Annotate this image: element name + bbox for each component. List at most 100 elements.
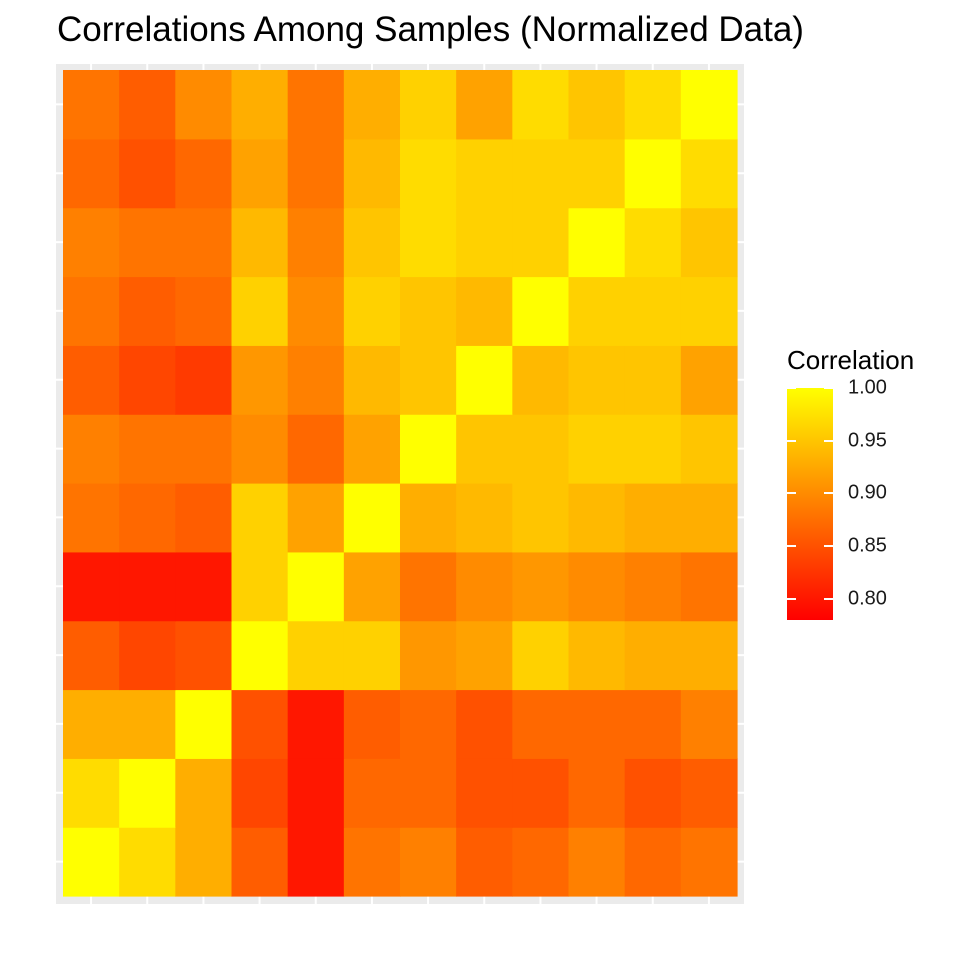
heatmap-cell bbox=[680, 345, 738, 415]
heatmap-cell bbox=[624, 207, 682, 278]
legend-tick-mark-left bbox=[787, 439, 796, 442]
chart-title: Correlations Among Samples (Normalized D… bbox=[57, 10, 804, 49]
heatmap-cell bbox=[63, 138, 120, 209]
heatmap-cell bbox=[680, 551, 738, 622]
heatmap-cell bbox=[287, 758, 345, 828]
heatmap-cell bbox=[624, 483, 682, 553]
heatmap-cell bbox=[231, 345, 289, 415]
heatmap-cell bbox=[456, 138, 513, 209]
heatmap-cell bbox=[624, 276, 682, 346]
heatmap-cell bbox=[400, 551, 457, 622]
heatmap-cell bbox=[400, 827, 457, 897]
heatmap-cell bbox=[343, 276, 401, 346]
heatmap-cell bbox=[512, 414, 570, 484]
heatmap-cell bbox=[680, 414, 738, 484]
heatmap-cell bbox=[175, 689, 233, 759]
heatmap-cell bbox=[119, 689, 176, 759]
heatmap-cell bbox=[456, 70, 513, 140]
heatmap-cell bbox=[568, 70, 626, 140]
heatmap-cell bbox=[63, 551, 120, 622]
heatmap-cell bbox=[175, 620, 233, 691]
heatmap-cell bbox=[568, 551, 626, 622]
legend-color-bar bbox=[787, 388, 833, 620]
heatmap-cell bbox=[456, 345, 513, 415]
heatmap-cell bbox=[568, 138, 626, 209]
heatmap-cell bbox=[119, 483, 176, 553]
heatmap-cell bbox=[512, 276, 570, 346]
heatmap-cell bbox=[624, 551, 682, 622]
heatmap-cell bbox=[400, 70, 457, 140]
heatmap-cell bbox=[119, 414, 176, 484]
heatmap-cell bbox=[456, 551, 513, 622]
heatmap-cell bbox=[119, 138, 176, 209]
heatmap-cell bbox=[400, 758, 457, 828]
heatmap-cell bbox=[343, 414, 401, 484]
heatmap-cell bbox=[119, 70, 176, 140]
heatmap-cell bbox=[456, 483, 513, 553]
heatmap-cell bbox=[512, 483, 570, 553]
heatmap-cell bbox=[400, 207, 457, 278]
heatmap-cell bbox=[287, 483, 345, 553]
heatmap-cell bbox=[175, 758, 233, 828]
heatmap-cell bbox=[287, 414, 345, 484]
heatmap-cell bbox=[568, 345, 626, 415]
heatmap-cell bbox=[680, 70, 738, 140]
heatmap-cell bbox=[63, 414, 120, 484]
heatmap-cell bbox=[680, 827, 738, 897]
heatmap-cell bbox=[231, 70, 289, 140]
heatmap-cell bbox=[343, 483, 401, 553]
heatmap-cell bbox=[287, 276, 345, 346]
legend-tick-label: 0.85 bbox=[848, 534, 887, 557]
heatmap-cell bbox=[287, 70, 345, 140]
heatmap-cell bbox=[63, 689, 120, 759]
heatmap-cell bbox=[568, 414, 626, 484]
heatmap-cell bbox=[512, 758, 570, 828]
heatmap-cell bbox=[624, 70, 682, 140]
heatmap-cell bbox=[512, 620, 570, 691]
heatmap-cell bbox=[512, 138, 570, 209]
legend-tick-mark-left bbox=[787, 387, 796, 389]
legend-tick-mark-right bbox=[824, 387, 833, 389]
heatmap-cell bbox=[175, 827, 233, 897]
heatmap-cells bbox=[63, 70, 738, 897]
heatmap-cell bbox=[343, 689, 401, 759]
heatmap-cell bbox=[175, 276, 233, 346]
heatmap-cell bbox=[512, 689, 570, 759]
heatmap-cell bbox=[512, 70, 570, 140]
heatmap-cell bbox=[175, 551, 233, 622]
heatmap-cell bbox=[175, 414, 233, 484]
heatmap-cell bbox=[624, 827, 682, 897]
heatmap-cell bbox=[400, 689, 457, 759]
heatmap-cell bbox=[119, 551, 176, 622]
heatmap-cell bbox=[175, 345, 233, 415]
heatmap-cell bbox=[680, 207, 738, 278]
legend-tick-mark-right bbox=[824, 545, 833, 548]
heatmap-cell bbox=[456, 414, 513, 484]
legend-tick-label: 1.00 bbox=[848, 376, 887, 399]
heatmap-cell bbox=[343, 70, 401, 140]
heatmap-cell bbox=[456, 758, 513, 828]
heatmap-cell bbox=[175, 70, 233, 140]
legend-title: Correlation bbox=[787, 345, 915, 375]
heatmap-cell bbox=[119, 207, 176, 278]
heatmap-cell bbox=[343, 138, 401, 209]
heatmap-cell bbox=[175, 138, 233, 209]
heatmap-cell bbox=[400, 138, 457, 209]
heatmap-cell bbox=[624, 620, 682, 691]
heatmap-cell bbox=[287, 551, 345, 622]
heatmap-cell bbox=[231, 620, 289, 691]
heatmap-cell bbox=[63, 70, 120, 140]
heatmap-cell bbox=[175, 207, 233, 278]
heatmap-cell bbox=[287, 345, 345, 415]
heatmap-cell bbox=[400, 620, 457, 691]
heatmap-cell bbox=[231, 414, 289, 484]
heatmap-cell bbox=[175, 483, 233, 553]
heatmap-cell bbox=[63, 345, 120, 415]
heatmap-cell bbox=[63, 827, 120, 897]
color-legend: Correlation 1.00 0.95 0.90 0.85 0.80 bbox=[787, 345, 915, 620]
heatmap-cell bbox=[568, 207, 626, 278]
heatmap-cell bbox=[456, 276, 513, 346]
heatmap-cell bbox=[400, 276, 457, 346]
heatmap-cell bbox=[231, 276, 289, 346]
